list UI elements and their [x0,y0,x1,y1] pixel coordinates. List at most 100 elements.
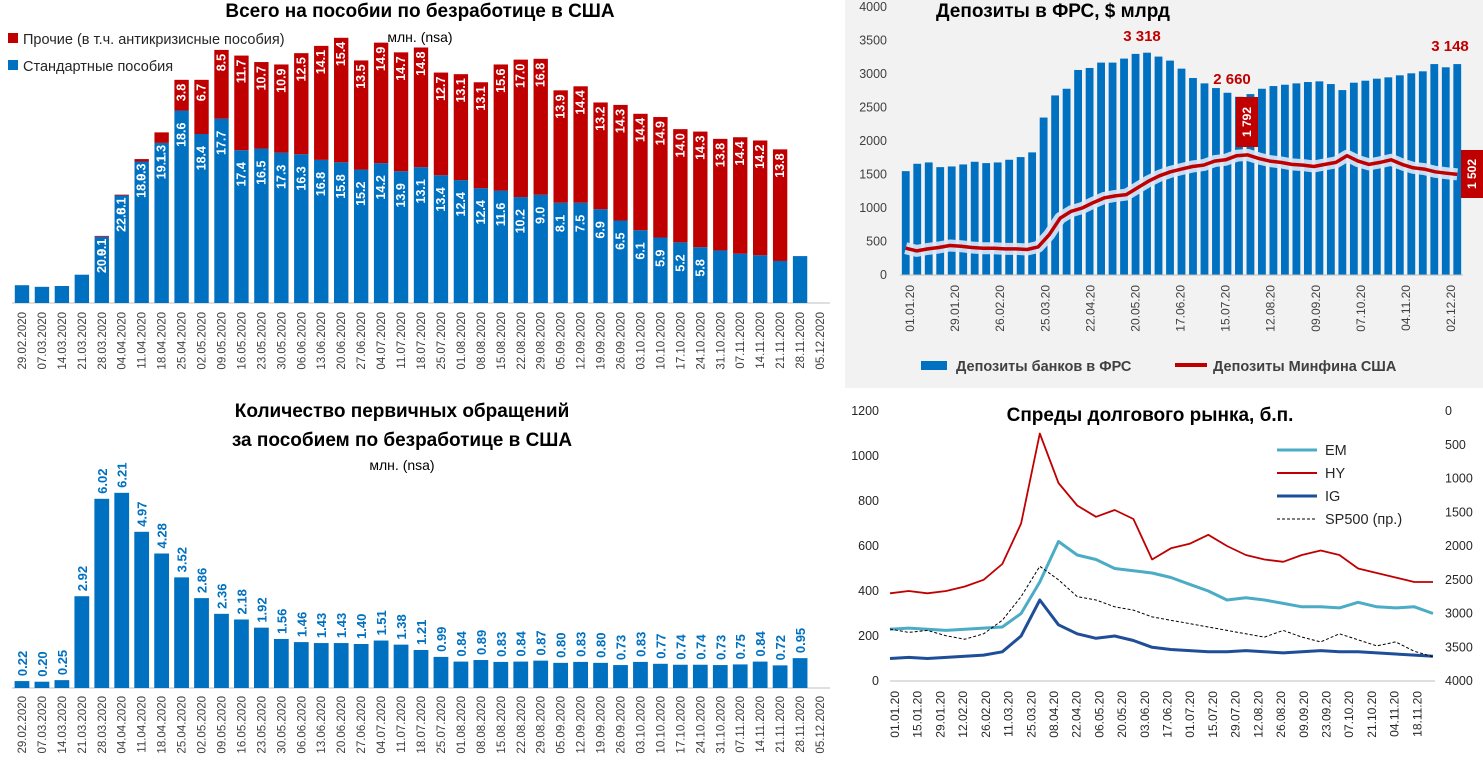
bar-claims [413,649,429,688]
bar-label-other: 14.1 [314,50,328,74]
bar-label: 1.43 [314,613,329,638]
bar-label-standard: 5.8 [693,259,707,276]
bar-bank-deposits [1154,56,1163,275]
y-right-tick-label: 1500 [1445,505,1473,519]
bar-bank-deposits [993,162,1002,275]
x-tick-label: 20.06.2020 [336,312,348,370]
bar-bank-deposits [1303,82,1312,275]
x-tick-label: 07.11.2020 [735,312,747,369]
bar-bank-deposits [1189,78,1197,276]
bar-label-other: 13.5 [354,64,368,88]
bar-label: 1.92 [254,597,269,622]
bar-label: 1.38 [394,614,409,639]
x-tick-label: 14.03.2020 [57,312,69,370]
bar-standard [14,285,30,303]
y-right-tick-label: 500 [1445,438,1466,452]
bar-bank-deposits [924,162,933,275]
bar-claims [34,681,50,688]
bar-other [772,149,788,261]
bar-claims [672,664,688,688]
bar-bank-deposits [1005,159,1014,275]
bar-other [433,72,449,176]
x-tick-label: 08.04.20 [1047,691,1061,738]
bar-other [733,137,748,254]
series-line-hy [889,432,1433,595]
bar-label-other: 13.8 [713,143,727,167]
x-tick-label: 22.08.2020 [516,312,528,370]
bar-label-standard: 5.9 [653,249,667,266]
bar-standard [294,154,309,303]
bar-standard [114,195,129,303]
x-tick-label: 08.08.2020 [476,696,488,754]
bar-standard [433,175,449,303]
bar-label: 0.74 [673,634,688,660]
bar-standard [134,161,149,303]
x-tick-label: 28.11.2020 [795,312,807,369]
bar-standard [413,167,429,303]
chart-title: Всего на пособии по безработице в США [225,1,615,22]
bar-claims [473,660,489,688]
x-tick-label: 30.05.2020 [276,312,288,370]
bar-label-standard: 15.8 [334,174,348,198]
bar-bank-deposits [1349,82,1358,276]
chart-unit: млн. (nsa) [369,457,434,473]
bar-other [334,37,349,163]
chart-title-line2: за пособием по безработице в США [232,430,573,451]
bar-standard [214,118,229,303]
bar-label-other: 6.7 [195,84,209,101]
x-tick-label: 26.02.20 [993,285,1007,332]
bar-standard [493,190,508,303]
x-tick-label: 29.01.20 [933,691,947,738]
bar-bank-deposits [959,164,968,275]
bar-other [453,74,469,181]
bar-label-standard: 13.1 [414,179,428,203]
x-tick-label: 23.09.20 [1319,691,1333,738]
bar-claims [573,661,588,688]
bar-bank-deposits [1016,157,1025,275]
x-tick-label: 07.03.2020 [37,312,49,370]
x-tick-label: 14.03.2020 [57,696,69,754]
bar-label: 0.80 [554,633,569,658]
bar-other [353,60,369,170]
x-tick-label: 01.08.2020 [456,312,468,370]
bar-label: 0.99 [434,627,449,652]
bar-bank-deposits [1108,62,1117,275]
bar-label-other: 13.9 [554,94,568,118]
x-tick-label: 09.09.20 [1309,285,1323,332]
x-tick-label: 10.10.2020 [655,312,667,370]
bar-other [473,82,489,189]
bar-label: 0.75 [733,634,748,659]
x-tick-label: 11.03.20 [1002,691,1016,737]
bar-label-standard: 12.4 [454,192,468,216]
chart-fed-deposits: Депозиты в ФРС, $ млрд 0 500 1000 1500 2000 2… [845,0,1483,388]
bar-other [134,159,149,162]
bar-standard [693,247,708,303]
bar-bank-deposits [1326,84,1335,275]
bar-bank-deposits [1281,84,1289,275]
bar-label-other: 13.2 [594,106,608,130]
bar-bank-deposits [1039,117,1048,275]
x-tick-label: 06.05.20 [1092,691,1106,738]
x-tick-label: 29.02.2020 [17,312,29,370]
x-tick-label: 25.07.2020 [436,312,448,370]
bar-label-other: 0.1 [95,239,109,256]
bar-standard [393,171,409,303]
x-tick-label: 31.10.2020 [715,312,727,370]
bar-label: 1.40 [354,614,369,639]
y-left-tick-label: 800 [858,494,879,508]
y-right-tick-label: 3500 [1445,640,1473,654]
x-tick-label: 11.07.2020 [396,696,408,753]
bar-label-standard: 6.9 [594,221,608,238]
bar-bank-deposits [1269,86,1278,275]
legend-label-hy: HY [1325,466,1345,482]
bar-label: 1.56 [274,609,289,634]
bar-label-other: 0.3 [135,163,149,180]
x-tick-label: 04.07.2020 [376,312,388,370]
bar-standard [673,242,688,303]
bar-other [314,45,329,160]
bar-other [254,62,269,149]
bar-bank-deposits [1143,52,1151,275]
x-tick-label: 21.11.2020 [775,312,787,369]
bar-label-standard: 16.8 [314,172,328,196]
bar-bank-deposits [1384,77,1393,275]
